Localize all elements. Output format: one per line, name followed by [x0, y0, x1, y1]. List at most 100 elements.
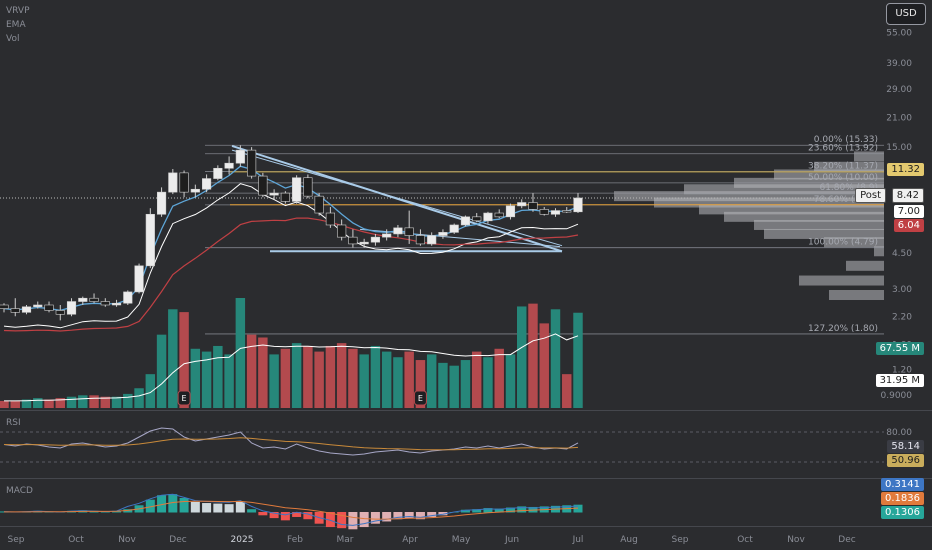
- volume-bar: [0, 400, 9, 408]
- volume-bar: [528, 303, 538, 408]
- ema-fast-line: [3, 165, 579, 312]
- candle-body: [382, 233, 392, 238]
- macd-label[interactable]: MACD: [6, 486, 33, 496]
- volume-bar: [314, 351, 324, 408]
- candle-body: [258, 175, 268, 196]
- earnings-marker: E: [413, 390, 427, 406]
- fib-label: 78.60% (7.79): [814, 195, 878, 205]
- candle-body: [517, 202, 527, 207]
- fib-label: 127.20% (1.80): [808, 324, 878, 334]
- pane-divider: [0, 526, 932, 527]
- volume-profile-bar: [829, 290, 884, 301]
- fib-label: 61.80% (8.9): [819, 183, 878, 193]
- candle-body: [393, 227, 403, 235]
- price-axis-tick: 1.20: [892, 366, 912, 376]
- price-axis-tick: 3.00: [892, 285, 912, 295]
- volume-bar: [134, 388, 144, 408]
- volume-bar: [66, 396, 77, 408]
- candle-body: [404, 227, 414, 236]
- earnings-label: E: [182, 394, 187, 403]
- candle-body: [235, 149, 245, 164]
- candle-body: [280, 192, 290, 202]
- time-axis-label: Mar: [337, 535, 354, 545]
- volume-bar: [111, 396, 122, 408]
- price-axis-tick: 29.00: [886, 85, 912, 95]
- candle-body: [539, 209, 549, 215]
- macd-histogram-bar: [438, 512, 448, 516]
- legend-vrvp[interactable]: VRVP: [6, 6, 30, 16]
- price-axis-tick: 0.9000: [881, 391, 913, 401]
- legend-volume[interactable]: Vol: [6, 34, 20, 44]
- rsi-ma-tag: 50.96: [887, 454, 924, 467]
- volume-bar: [33, 398, 43, 408]
- time-axis-label: Sep: [8, 535, 25, 545]
- volume-bar: [201, 351, 212, 408]
- candle-body: [168, 172, 178, 193]
- fib-label: 100.00% (4.79): [808, 238, 878, 248]
- price-axis-tick: 2.20: [892, 312, 912, 322]
- candle-body: [33, 304, 43, 308]
- macd-histogram-bar: [213, 503, 223, 513]
- candle-body: [89, 297, 99, 302]
- volume-bar: [280, 348, 291, 408]
- candle-body: [145, 213, 155, 267]
- candle-body: [10, 308, 20, 313]
- candle-body: [460, 216, 471, 226]
- candle-body: [44, 304, 54, 311]
- macd-histogram-bar: [269, 512, 279, 519]
- time-axis-label: May: [452, 535, 471, 545]
- pane-divider: [0, 478, 932, 479]
- candle-body: [562, 210, 572, 213]
- rsi-label[interactable]: RSI: [6, 418, 21, 428]
- time-axis-label: Jul: [572, 535, 584, 545]
- volume-profile-bar: [684, 184, 884, 195]
- pane-divider: [0, 410, 932, 411]
- legend-ema[interactable]: EMA: [6, 20, 26, 30]
- candle-body: [202, 178, 212, 190]
- macd-histogram-bar: [337, 512, 347, 529]
- volume-profile-bar: [774, 169, 884, 180]
- histogram-tag: 0.1306: [881, 506, 924, 519]
- time-axis-label: Oct: [68, 535, 84, 545]
- volume-ma-line: [4, 333, 579, 402]
- macd-histogram-bar: [145, 499, 155, 513]
- candle-body: [134, 265, 144, 293]
- macd-histogram-bar: [460, 509, 470, 513]
- volume-profile-bar: [754, 219, 884, 230]
- ema-mid-line: [3, 183, 579, 329]
- candle-body: [78, 297, 88, 302]
- currency-button[interactable]: USD: [886, 3, 926, 25]
- volume-bar: [449, 365, 459, 408]
- volume-bar: [539, 323, 549, 408]
- volume-bar: [269, 354, 279, 408]
- volume-bar: [156, 334, 167, 408]
- time-axis-label: Dec: [838, 535, 855, 545]
- ema-slow-tag: 6.04: [893, 219, 924, 232]
- macd-histogram-bar: [404, 512, 414, 519]
- candle-body: [573, 197, 583, 213]
- candle-body: [66, 301, 77, 315]
- macd-histogram-bar: [247, 509, 257, 513]
- volume-bar: [89, 395, 99, 408]
- volume-bar: [21, 399, 32, 408]
- last-price-tag: 8.42: [891, 188, 924, 203]
- candle-body: [292, 177, 302, 202]
- volume-bar: [303, 345, 313, 408]
- time-axis-label: Apr: [402, 535, 418, 545]
- candle-body: [314, 195, 324, 214]
- volume-bar: [460, 360, 471, 408]
- candle-body: [528, 202, 538, 210]
- candle-body: [325, 212, 335, 226]
- volume-profile-bar: [799, 275, 884, 286]
- volume-bar: [550, 309, 561, 408]
- macd-histogram-bar: [258, 512, 268, 516]
- volume-bar: [168, 309, 178, 408]
- volume-bar: [291, 343, 302, 408]
- volume-bar: [438, 362, 448, 408]
- volume-profile-bar: [846, 260, 884, 271]
- volume-bar: [100, 396, 111, 408]
- candle-body: [449, 224, 459, 233]
- macd-histogram-bar: [483, 508, 493, 513]
